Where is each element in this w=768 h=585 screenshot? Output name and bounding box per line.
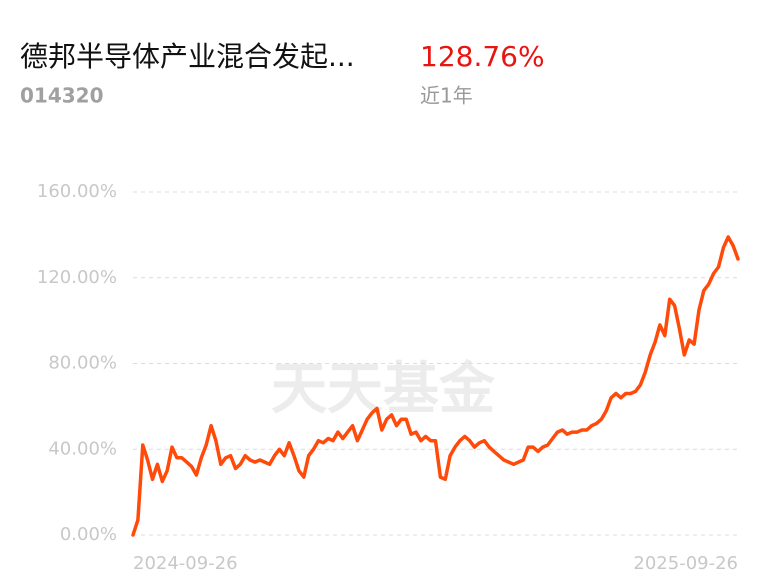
fund-name: 德邦半导体产业混合发起... (20, 40, 355, 73)
y-tick-label: 40.00% (48, 438, 117, 459)
line-series (131, 235, 740, 537)
y-tick-label: 0.00% (60, 524, 117, 545)
fund-code: 014320 (20, 84, 104, 108)
y-tick-label: 120.00% (37, 267, 117, 288)
y-tick-label: 160.00% (37, 181, 117, 202)
y-tick-label: 80.00% (48, 353, 117, 374)
x-tick-label: 2024-09-26 (133, 553, 238, 574)
fund-return: 128.76% (420, 40, 545, 73)
watermark: 天天基金 (271, 357, 496, 422)
x-tick-label: 2025-09-26 (633, 553, 738, 574)
period-label: 近1年 (420, 84, 473, 108)
